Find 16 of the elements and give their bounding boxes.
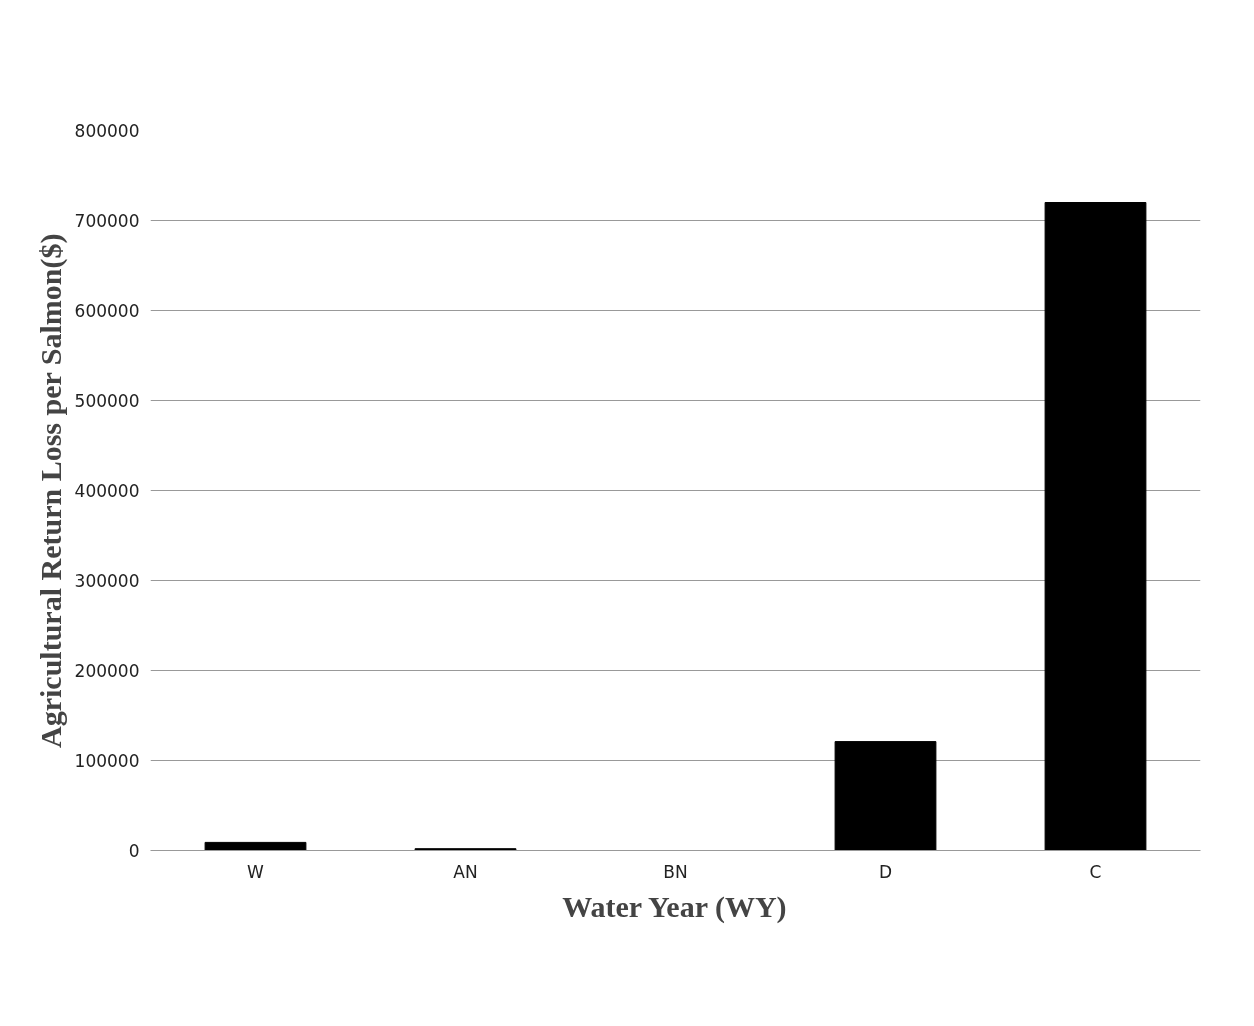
y-tick-label: 0 [128, 841, 140, 861]
y-tick-label: 600000 [74, 301, 140, 321]
y-axis-title: Agricultural Return Loss per Salmon($) [33, 233, 68, 748]
y-tick-label: 100000 [74, 751, 140, 771]
x-tick-label: C [1089, 861, 1102, 882]
y-tick-label: 800000 [74, 121, 140, 141]
y-tick-label: 400000 [74, 481, 140, 501]
y-tick-label: 700000 [74, 211, 140, 231]
x-tick-label: AN [453, 861, 478, 882]
y-tick-label: 300000 [74, 571, 140, 591]
y-tick-label: 200000 [74, 661, 140, 681]
x-tick-label: D [878, 861, 893, 882]
x-tick-label: W [247, 861, 265, 882]
x-axis-title: Water Year (WY) [562, 889, 787, 924]
y-tick-label: 500000 [74, 391, 140, 411]
x-tick-label: BN [663, 861, 688, 882]
